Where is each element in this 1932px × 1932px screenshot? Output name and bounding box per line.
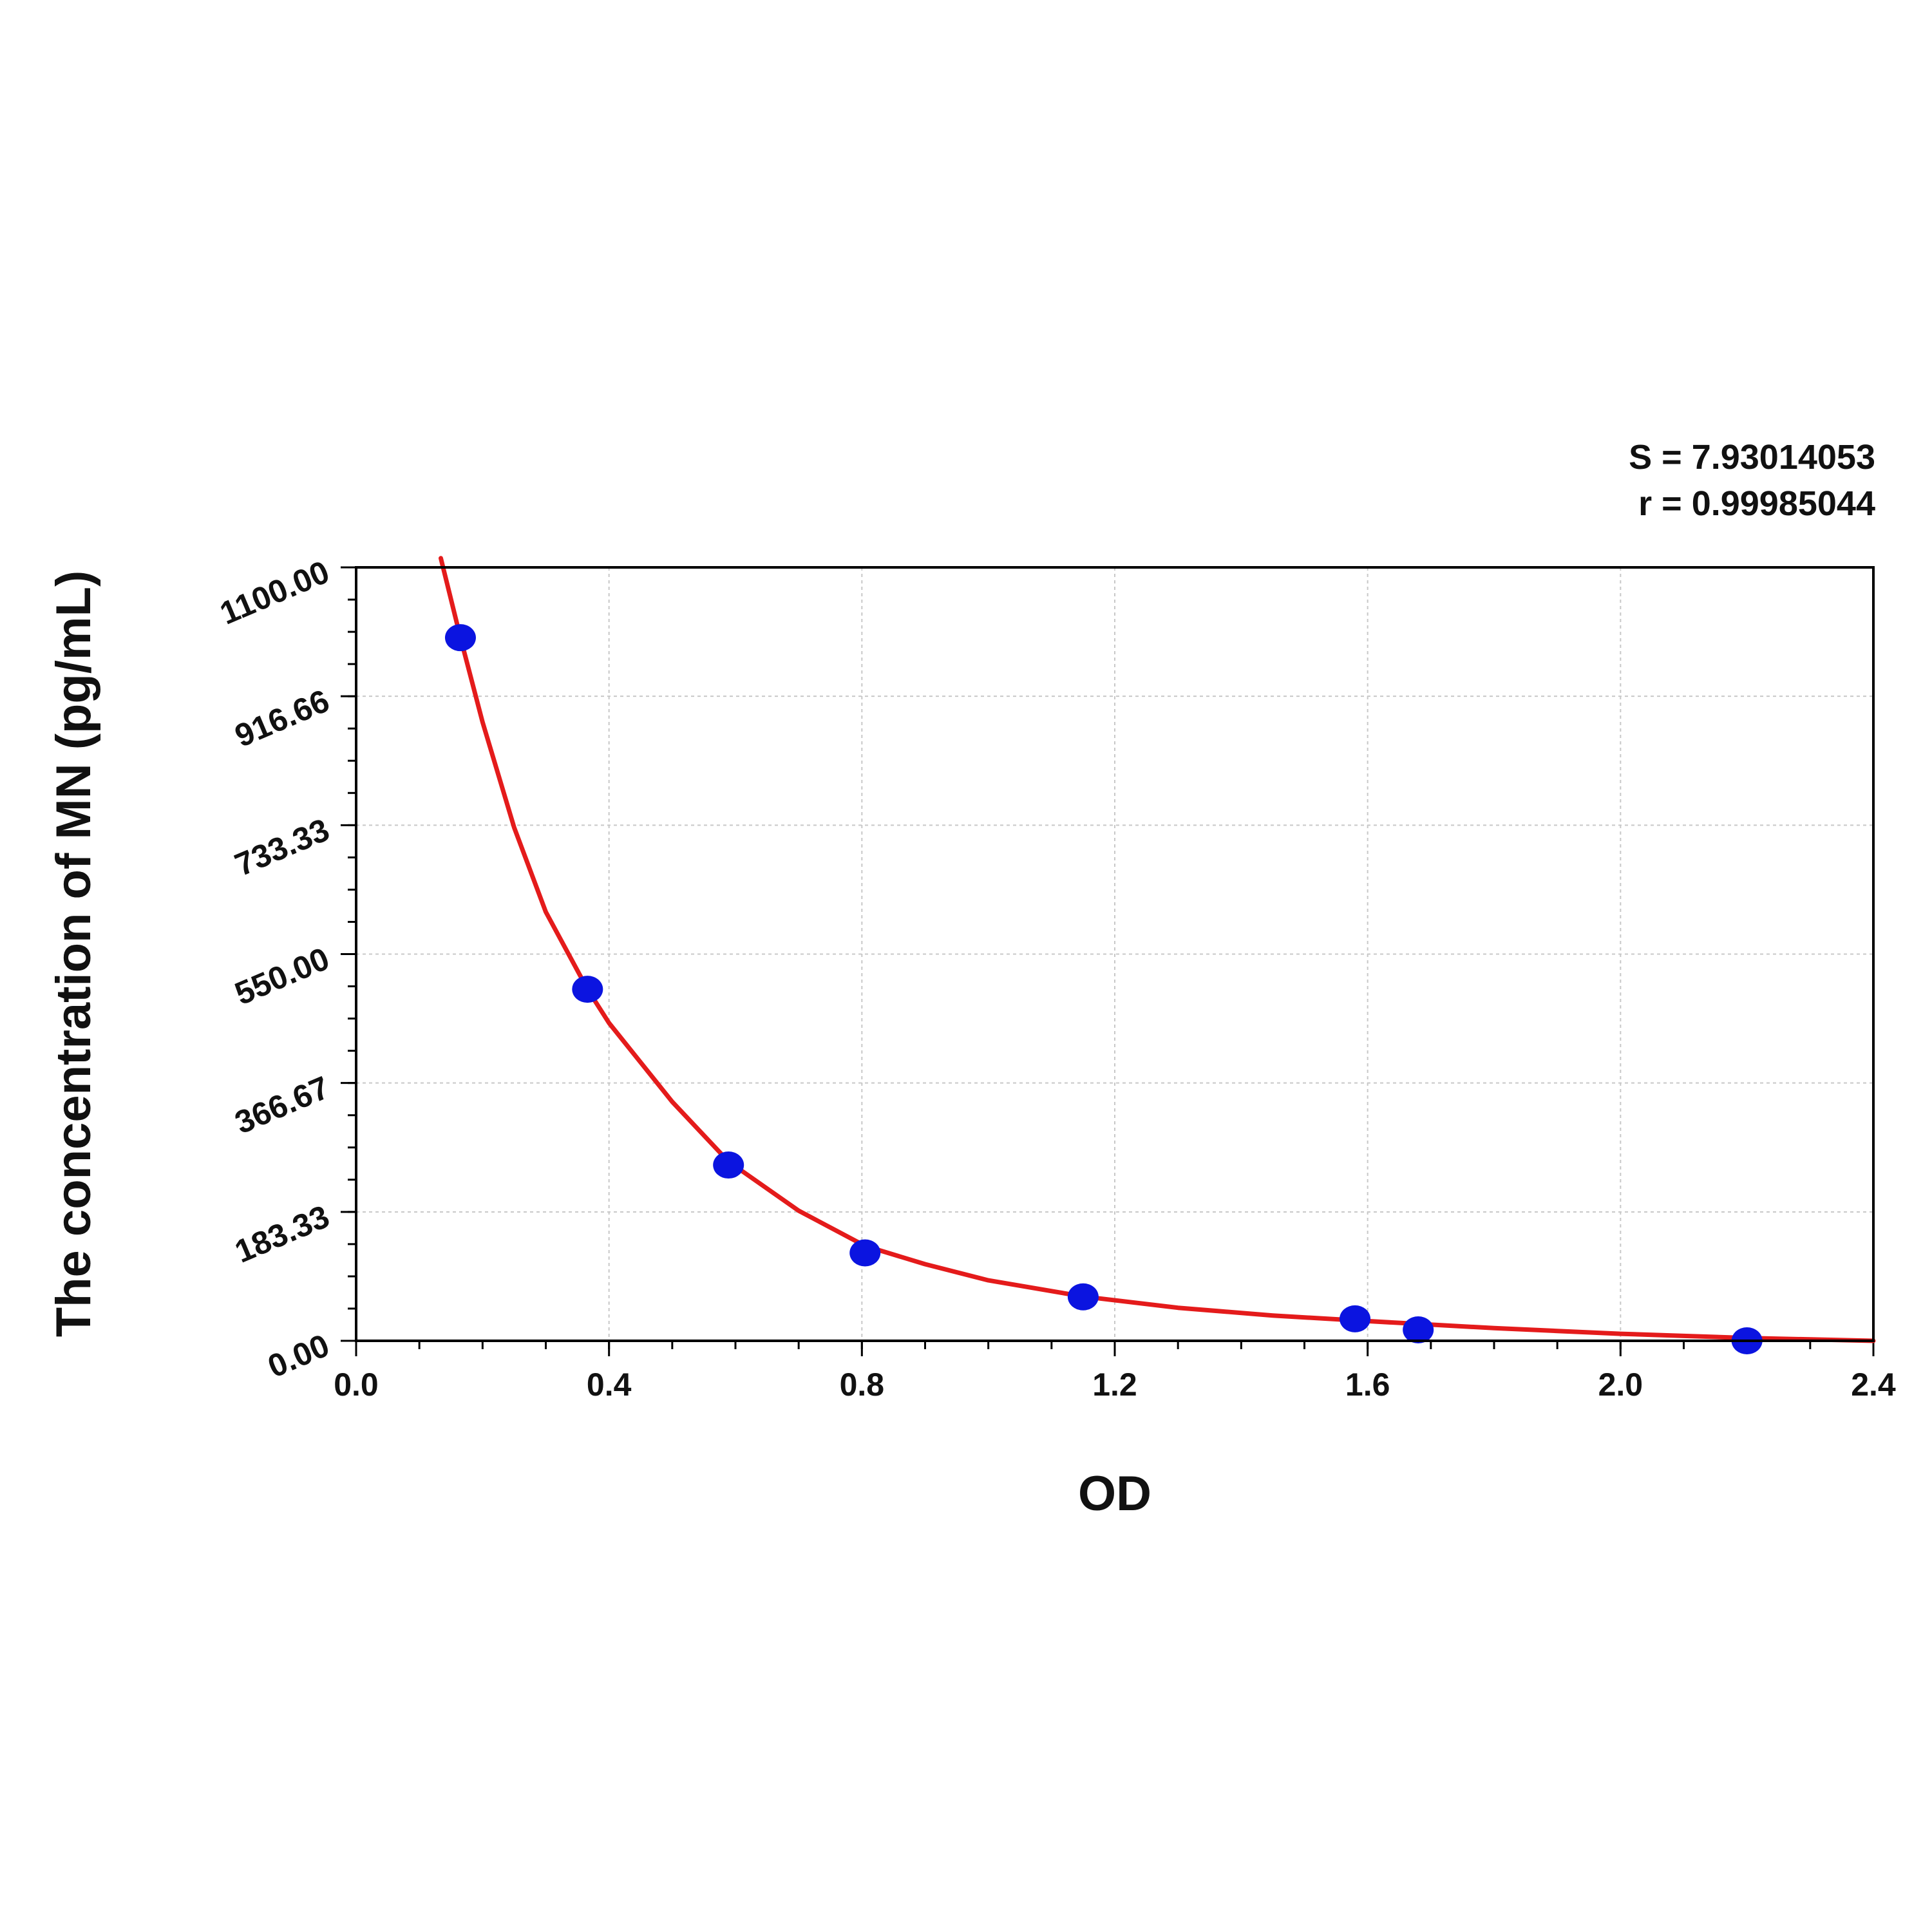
y-tick-label: 366.67 xyxy=(230,1069,335,1141)
data-point xyxy=(1340,1305,1371,1332)
y-tick-label: 1100.00 xyxy=(215,554,335,632)
data-point xyxy=(849,1239,881,1267)
s-statistic: S = 7.93014053 xyxy=(1629,438,1875,477)
r-statistic: r = 0.99985044 xyxy=(1638,484,1875,523)
fit-curve xyxy=(439,556,1876,1343)
data-point xyxy=(444,624,476,652)
x-tick-label: 0.0 xyxy=(334,1367,379,1403)
y-tick-label: 916.66 xyxy=(230,683,335,754)
fit-curve-line xyxy=(439,556,1876,1343)
x-tick-label: 1.2 xyxy=(1092,1367,1137,1403)
data-point xyxy=(572,976,603,1003)
x-tick-label: 2.0 xyxy=(1598,1367,1643,1403)
x-axis-title: OD xyxy=(1078,1466,1151,1521)
y-axis-title: The concentration of MN (pg/mL) xyxy=(46,571,101,1338)
data-point xyxy=(1403,1316,1434,1343)
x-tick-label: 0.4 xyxy=(587,1367,632,1403)
y-tick-label: 733.33 xyxy=(230,811,335,883)
plot-frame xyxy=(355,566,1875,1342)
y-tick-label: 183.33 xyxy=(230,1198,335,1269)
y-tick-label: 550.00 xyxy=(230,940,335,1012)
grid-lines xyxy=(356,567,1873,1341)
y-tick-label: 0.00 xyxy=(263,1327,334,1385)
x-tick-label: 1.6 xyxy=(1345,1367,1390,1403)
x-tick-label: 2.4 xyxy=(1851,1367,1896,1403)
data-points xyxy=(444,624,1763,1354)
data-point xyxy=(713,1151,744,1179)
data-point xyxy=(1067,1283,1099,1311)
x-tick-label: 0.8 xyxy=(840,1367,885,1403)
tick-labels: 0.0 0.4 0.8 1.2 1.6 2.0 2.4 0.00 183.33 366.67 550… xyxy=(215,554,1896,1403)
